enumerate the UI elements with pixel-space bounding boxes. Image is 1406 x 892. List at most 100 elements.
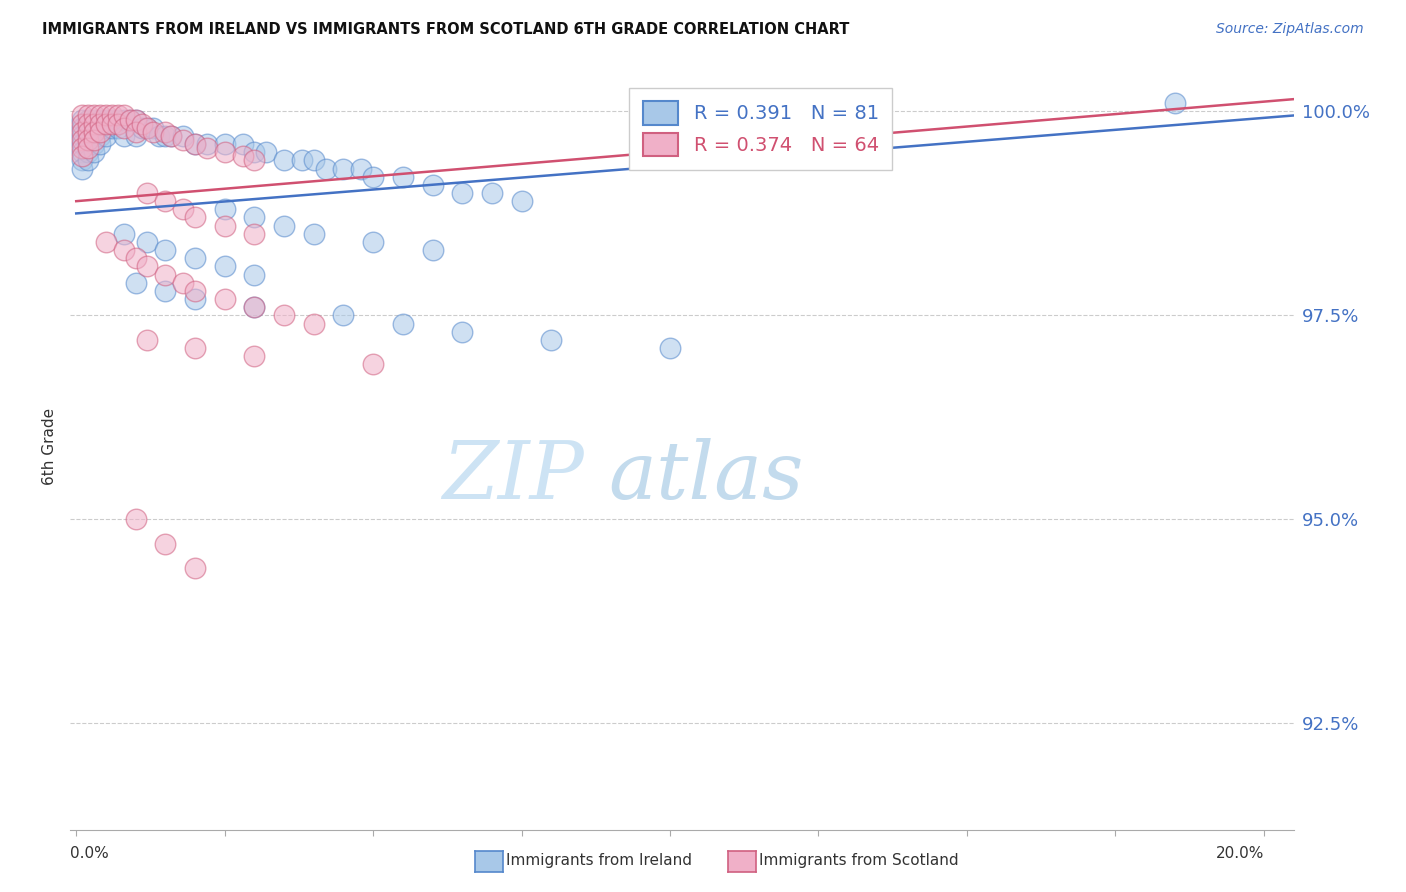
Point	[94, 117, 117, 131]
Text: Source: ZipAtlas.com: Source: ZipAtlas.com	[1216, 22, 1364, 37]
Point	[83, 112, 105, 127]
Point	[77, 136, 100, 151]
Point	[451, 186, 474, 200]
Point	[77, 125, 100, 139]
Point	[83, 136, 105, 151]
Point	[195, 136, 218, 151]
Point	[77, 145, 100, 160]
Point	[540, 333, 562, 347]
Point	[361, 235, 384, 249]
Point	[254, 145, 277, 160]
Point	[70, 149, 93, 163]
Point	[124, 512, 146, 526]
Point	[112, 243, 135, 257]
Point	[83, 128, 105, 143]
Point	[112, 108, 135, 122]
Point	[77, 108, 100, 122]
Point	[89, 120, 111, 135]
Point	[70, 120, 93, 135]
Point	[89, 136, 111, 151]
Point	[77, 153, 100, 168]
Point	[291, 153, 314, 168]
Point	[302, 153, 325, 168]
Point	[155, 268, 177, 282]
Point	[214, 145, 236, 160]
Point	[243, 211, 266, 225]
Point	[70, 153, 93, 168]
Point	[112, 227, 135, 241]
Point	[77, 133, 100, 147]
Point	[112, 120, 135, 135]
Text: Immigrants from Scotland: Immigrants from Scotland	[759, 853, 959, 868]
Point	[124, 125, 146, 139]
Point	[214, 260, 236, 274]
Y-axis label: 6th Grade: 6th Grade	[42, 408, 58, 484]
Point	[315, 161, 337, 176]
Text: 20.0%: 20.0%	[1215, 846, 1264, 861]
Point	[350, 161, 373, 176]
Point	[124, 112, 146, 127]
Text: atlas: atlas	[609, 438, 804, 516]
Point	[184, 341, 207, 355]
Point	[70, 108, 93, 122]
Point	[77, 141, 100, 155]
Point	[172, 276, 194, 290]
Point	[77, 128, 100, 143]
Point	[124, 112, 146, 127]
Point	[142, 120, 165, 135]
Point	[70, 141, 93, 155]
Point	[70, 125, 93, 139]
Point	[214, 202, 236, 217]
Point	[451, 325, 474, 339]
Point	[214, 219, 236, 233]
Point	[136, 120, 159, 135]
Point	[107, 108, 129, 122]
Point	[77, 117, 100, 131]
Point	[195, 141, 218, 155]
Point	[332, 309, 354, 323]
Point	[142, 125, 165, 139]
Point	[231, 149, 253, 163]
Point	[155, 537, 177, 551]
Point	[101, 108, 124, 122]
Point	[136, 120, 159, 135]
Point	[94, 112, 117, 127]
Point	[94, 235, 117, 249]
Point	[118, 112, 141, 127]
Point	[83, 120, 105, 135]
Point	[89, 125, 111, 139]
Point	[332, 161, 354, 176]
Point	[184, 284, 207, 298]
Point	[136, 186, 159, 200]
Point	[94, 108, 117, 122]
Point	[243, 300, 266, 314]
Point	[214, 136, 236, 151]
Point	[172, 128, 194, 143]
Text: ZIP: ZIP	[443, 438, 583, 516]
Legend: R = 0.391   N = 81, R = 0.374   N = 64: R = 0.391 N = 81, R = 0.374 N = 64	[630, 87, 893, 170]
Point	[131, 117, 153, 131]
Point	[70, 133, 93, 147]
Point	[77, 112, 100, 127]
Point	[155, 125, 177, 139]
Point	[70, 128, 93, 143]
Point	[155, 243, 177, 257]
Point	[273, 153, 295, 168]
Point	[70, 145, 93, 160]
Point	[172, 133, 194, 147]
Point	[70, 117, 93, 131]
Point	[361, 358, 384, 372]
Point	[243, 349, 266, 363]
Point	[112, 112, 135, 127]
Point	[107, 120, 129, 135]
Point	[243, 300, 266, 314]
Point	[89, 108, 111, 122]
Point	[83, 117, 105, 131]
Point	[89, 117, 111, 131]
Point	[118, 112, 141, 127]
Point	[392, 169, 415, 184]
Point	[1164, 96, 1187, 111]
Point	[124, 276, 146, 290]
Point	[184, 136, 207, 151]
Point	[392, 317, 415, 331]
